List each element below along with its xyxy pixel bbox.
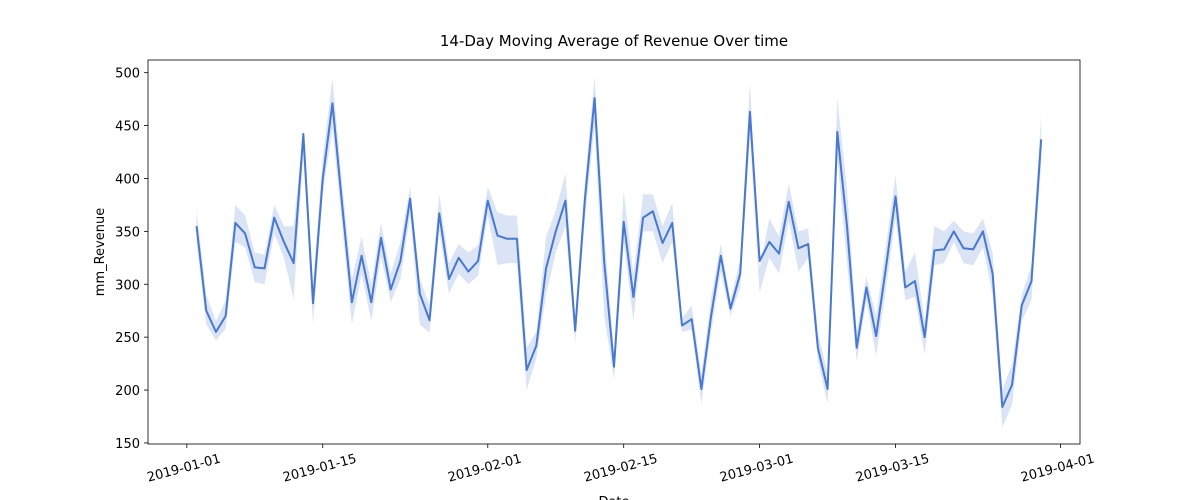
y-tick-label: 200: [115, 384, 140, 399]
y-tick-label: 400: [115, 172, 140, 187]
y-axis-label: mm_Revenue: [93, 208, 108, 296]
x-tick-label: 2019-01-01: [145, 452, 222, 486]
x-tick-label: 2019-02-01: [446, 452, 523, 486]
plot-frame: [147, 59, 1081, 445]
x-tick-label: 2019-04-01: [1019, 452, 1096, 486]
y-tick-label: 350: [115, 225, 140, 240]
x-tick-label: 2019-03-15: [854, 452, 931, 486]
y-tick-label: 450: [115, 120, 140, 135]
x-tick-label: 2019-03-01: [718, 452, 795, 486]
confidence-band: [196, 76, 1042, 428]
x-tick-label: 2019-02-15: [582, 452, 659, 486]
x-tick-label: 2019-01-15: [281, 452, 358, 486]
y-tick-label: 500: [115, 67, 140, 82]
y-tick-label: 150: [115, 437, 140, 452]
chart-title: 14-Day Moving Average of Revenue Over ti…: [440, 32, 788, 50]
y-tick-label: 300: [115, 278, 140, 293]
line: [195, 97, 1043, 408]
y-tick-label: 250: [115, 331, 140, 346]
x-axis-label: Date: [598, 495, 629, 500]
